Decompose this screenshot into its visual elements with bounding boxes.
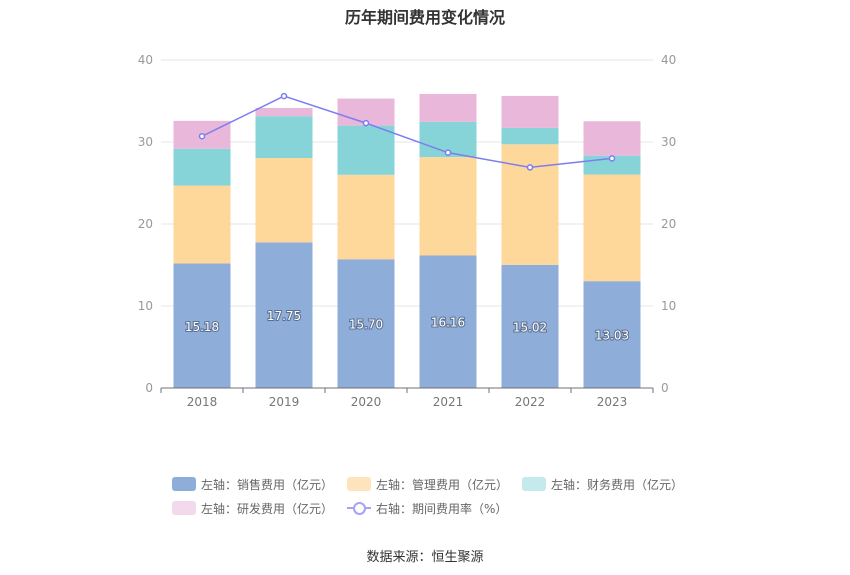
bar-segment (173, 148, 231, 186)
data-source: 数据来源：恒生聚源 (366, 550, 484, 565)
x-tick-label: 2018 (187, 395, 218, 409)
bar-segment (419, 255, 477, 388)
bar-segment (337, 174, 395, 260)
rate-point (526, 164, 534, 171)
rate-point (608, 155, 616, 162)
bar-segment (419, 157, 477, 256)
bar-segment (255, 116, 313, 158)
bar-segment (501, 144, 559, 265)
y-right-tick-label: 20 (661, 217, 676, 231)
y-left-tick-label: 20 (138, 217, 153, 231)
rate-point (198, 133, 206, 140)
legend-row-1: 左轴：销售费用（亿元） 左轴：管理费用（亿元） 左轴：财务费用（亿元） (172, 472, 692, 496)
chart-title: 历年期间费用变化情况 (344, 8, 505, 27)
bar-data-label: 15.18 (185, 320, 219, 334)
legend-item-rd[interactable]: 左轴：研发费用（亿元） (172, 500, 333, 517)
bar-segment (255, 242, 313, 388)
x-tick-label: 2022 (515, 395, 546, 409)
y-right-tick-label: 40 (661, 53, 676, 67)
bar-segment (255, 157, 313, 243)
legend-item-sales[interactable]: 左轴：销售费用（亿元） (172, 476, 333, 493)
bar-data-label: 13.03 (595, 329, 629, 343)
legend-item-finance[interactable]: 左轴：财务费用（亿元） (522, 476, 683, 493)
x-tick-label: 2021 (433, 395, 464, 409)
legend-item-admin[interactable]: 左轴：管理费用（亿元） (347, 476, 508, 493)
bar-data-label: 15.70 (349, 318, 383, 332)
legend-swatch-rd (172, 501, 196, 515)
rate-line (201, 95, 613, 169)
bar-segment (583, 281, 641, 388)
legend-label-rd: 左轴：研发费用（亿元） (201, 501, 334, 516)
y-right-tick-label: 30 (661, 135, 676, 149)
rate-point (362, 119, 370, 127)
y-left-tick-label: 0 (145, 381, 153, 395)
legend-label-sales: 左轴：销售费用（亿元） (201, 477, 334, 492)
bar-segment (583, 174, 641, 282)
bar-data-label: 15.02 (513, 320, 547, 334)
bar-segment (173, 185, 231, 264)
x-tick-label: 2020 (351, 395, 382, 409)
x-tick-label: 2023 (597, 395, 628, 409)
bar-segment (173, 263, 231, 388)
x-tick-label: 2019 (269, 395, 300, 409)
bar-data-label: 16.16 (431, 316, 465, 330)
bar-segment (501, 95, 559, 128)
bar-segment (255, 107, 313, 117)
y-left-tick-label: 10 (138, 299, 153, 313)
bar-data-label: 17.75 (267, 309, 301, 323)
legend-swatch-rate (347, 501, 372, 515)
legend-item-rate[interactable]: 右轴：期间费用率（%） (347, 500, 507, 517)
legend: 左轴：销售费用（亿元） 左轴：管理费用（亿元） 左轴：财务费用（亿元） 左轴：研… (172, 472, 692, 520)
legend-label-finance: 左轴：财务费用（亿元） (551, 477, 684, 492)
legend-swatch-sales (172, 477, 196, 491)
legend-row-2: 左轴：研发费用（亿元） 右轴：期间费用率（%） (172, 496, 692, 520)
y-left-tick-label: 30 (138, 135, 153, 149)
legend-label-rate: 右轴：期间费用率（%） (376, 501, 508, 516)
bar-segment (501, 264, 559, 388)
y-right-tick-label: 10 (661, 299, 676, 313)
y-left-tick-label: 40 (138, 53, 153, 67)
bar-segment (583, 121, 641, 156)
bar-segment (419, 93, 477, 122)
legend-swatch-admin (347, 477, 372, 491)
bar-segment (337, 125, 395, 175)
y-right-tick-label: 0 (661, 381, 669, 395)
rate-point (444, 149, 452, 156)
legend-label-admin: 左轴：管理费用（亿元） (376, 477, 509, 492)
legend-swatch-finance (522, 477, 547, 491)
bar-segment (501, 127, 559, 145)
bar-segment (337, 259, 395, 388)
rate-point (280, 92, 288, 100)
